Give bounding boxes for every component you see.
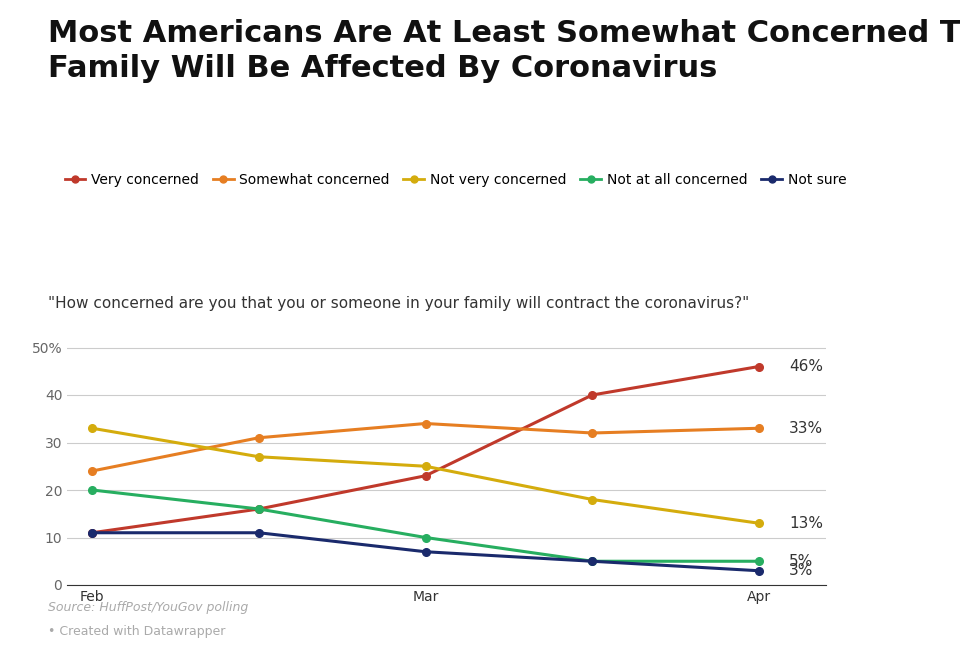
- Text: 5%: 5%: [789, 554, 813, 569]
- Text: Source: HuffPost/YouGov polling: Source: HuffPost/YouGov polling: [48, 601, 249, 614]
- Text: "How concerned are you that you or someone in your family will contract the coro: "How concerned are you that you or someo…: [48, 296, 749, 311]
- Text: Most Americans Are At Least Somewhat Concerned Their
Family Will Be Affected By : Most Americans Are At Least Somewhat Con…: [48, 20, 960, 83]
- Text: • Created with Datawrapper: • Created with Datawrapper: [48, 625, 226, 638]
- Text: 13%: 13%: [789, 515, 823, 531]
- Text: 46%: 46%: [789, 359, 823, 374]
- Legend: Very concerned, Somewhat concerned, Not very concerned, Not at all concerned, No: Very concerned, Somewhat concerned, Not …: [59, 167, 852, 192]
- Text: 3%: 3%: [789, 564, 813, 578]
- Text: 33%: 33%: [789, 421, 823, 436]
